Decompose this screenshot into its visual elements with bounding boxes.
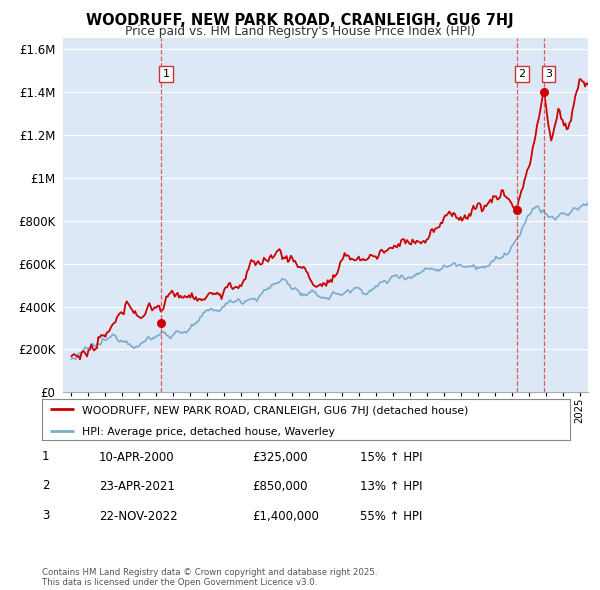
Text: 22-NOV-2022: 22-NOV-2022 bbox=[99, 510, 178, 523]
Text: HPI: Average price, detached house, Waverley: HPI: Average price, detached house, Wave… bbox=[82, 427, 334, 437]
Text: 3: 3 bbox=[42, 509, 49, 522]
Text: Price paid vs. HM Land Registry's House Price Index (HPI): Price paid vs. HM Land Registry's House … bbox=[125, 25, 475, 38]
Text: 3: 3 bbox=[545, 69, 553, 78]
Text: 2: 2 bbox=[518, 69, 526, 78]
Text: 10-APR-2000: 10-APR-2000 bbox=[99, 451, 175, 464]
Text: 2: 2 bbox=[42, 479, 49, 492]
Text: WOODRUFF, NEW PARK ROAD, CRANLEIGH, GU6 7HJ: WOODRUFF, NEW PARK ROAD, CRANLEIGH, GU6 … bbox=[86, 13, 514, 28]
Text: 1: 1 bbox=[163, 69, 169, 78]
Text: 55% ↑ HPI: 55% ↑ HPI bbox=[360, 510, 422, 523]
Text: 1: 1 bbox=[42, 450, 49, 463]
Text: Contains HM Land Registry data © Crown copyright and database right 2025.
This d: Contains HM Land Registry data © Crown c… bbox=[42, 568, 377, 587]
Text: £1,400,000: £1,400,000 bbox=[252, 510, 319, 523]
Text: £325,000: £325,000 bbox=[252, 451, 308, 464]
Text: 15% ↑ HPI: 15% ↑ HPI bbox=[360, 451, 422, 464]
Text: £850,000: £850,000 bbox=[252, 480, 308, 493]
Text: 23-APR-2021: 23-APR-2021 bbox=[99, 480, 175, 493]
Text: WOODRUFF, NEW PARK ROAD, CRANLEIGH, GU6 7HJ (detached house): WOODRUFF, NEW PARK ROAD, CRANLEIGH, GU6 … bbox=[82, 406, 468, 416]
Text: 13% ↑ HPI: 13% ↑ HPI bbox=[360, 480, 422, 493]
